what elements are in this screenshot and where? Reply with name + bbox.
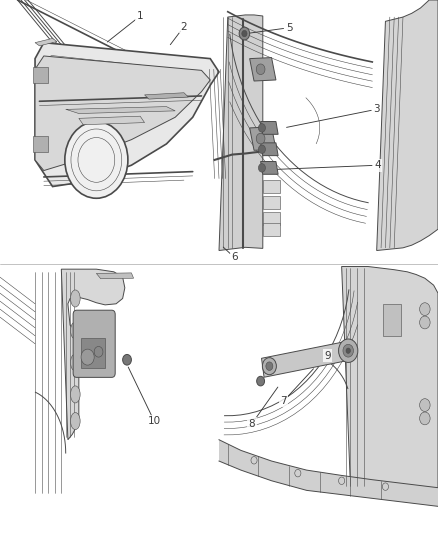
Circle shape bbox=[257, 376, 265, 386]
Circle shape bbox=[346, 348, 350, 353]
Circle shape bbox=[258, 124, 265, 132]
Ellipse shape bbox=[71, 322, 80, 339]
Circle shape bbox=[239, 27, 250, 40]
Text: 4: 4 bbox=[374, 160, 381, 170]
Circle shape bbox=[65, 122, 128, 198]
Circle shape bbox=[81, 349, 94, 365]
Polygon shape bbox=[263, 212, 280, 225]
Circle shape bbox=[258, 145, 265, 154]
Bar bbox=[33, 67, 48, 83]
Polygon shape bbox=[250, 58, 276, 81]
Text: 3: 3 bbox=[373, 104, 380, 114]
Text: 5: 5 bbox=[286, 23, 293, 33]
Polygon shape bbox=[145, 93, 188, 99]
Circle shape bbox=[256, 133, 265, 144]
Polygon shape bbox=[35, 43, 219, 187]
Polygon shape bbox=[263, 223, 280, 236]
Bar bbox=[383, 304, 401, 336]
Polygon shape bbox=[96, 273, 134, 279]
Circle shape bbox=[343, 344, 353, 357]
Circle shape bbox=[339, 339, 358, 362]
Text: 2: 2 bbox=[180, 22, 187, 31]
Polygon shape bbox=[263, 196, 280, 209]
Polygon shape bbox=[263, 180, 280, 193]
Text: 10: 10 bbox=[148, 416, 161, 426]
Polygon shape bbox=[35, 56, 210, 171]
Polygon shape bbox=[250, 127, 276, 150]
Text: 7: 7 bbox=[280, 396, 287, 406]
Polygon shape bbox=[61, 269, 125, 440]
Polygon shape bbox=[342, 266, 438, 495]
Ellipse shape bbox=[71, 354, 80, 371]
Circle shape bbox=[262, 358, 276, 375]
Polygon shape bbox=[261, 161, 278, 174]
Polygon shape bbox=[219, 440, 438, 506]
Polygon shape bbox=[66, 107, 175, 114]
Ellipse shape bbox=[71, 290, 80, 307]
Polygon shape bbox=[219, 15, 263, 251]
Circle shape bbox=[256, 64, 265, 75]
Circle shape bbox=[266, 362, 273, 370]
Ellipse shape bbox=[71, 386, 80, 403]
Text: 1: 1 bbox=[137, 11, 144, 21]
Bar bbox=[33, 136, 48, 152]
Text: 8: 8 bbox=[248, 419, 255, 429]
Text: 9: 9 bbox=[324, 351, 331, 360]
Circle shape bbox=[94, 346, 103, 357]
Bar bbox=[81, 338, 105, 368]
Circle shape bbox=[258, 164, 265, 172]
Polygon shape bbox=[79, 116, 145, 125]
Circle shape bbox=[420, 412, 430, 425]
Polygon shape bbox=[261, 341, 350, 377]
Circle shape bbox=[420, 399, 430, 411]
Circle shape bbox=[420, 303, 430, 316]
Circle shape bbox=[420, 316, 430, 329]
Polygon shape bbox=[377, 0, 438, 251]
FancyBboxPatch shape bbox=[73, 310, 115, 377]
Polygon shape bbox=[261, 122, 278, 134]
Text: 6: 6 bbox=[231, 253, 238, 262]
Polygon shape bbox=[35, 38, 57, 46]
Ellipse shape bbox=[71, 413, 80, 430]
Circle shape bbox=[242, 30, 247, 37]
Polygon shape bbox=[261, 143, 278, 156]
Circle shape bbox=[123, 354, 131, 365]
